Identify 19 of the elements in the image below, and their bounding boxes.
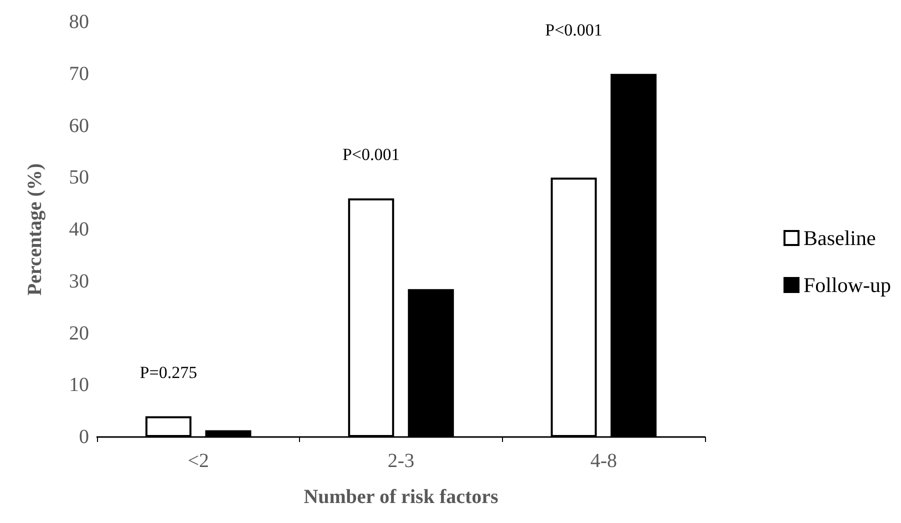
y-axis-title: Percentage (%) — [24, 163, 46, 296]
y-tick-label: 20 — [69, 322, 89, 344]
y-tick-label: 60 — [69, 114, 89, 137]
annotation: P=0.275 — [140, 362, 198, 382]
x-tick-label: 4-8 — [590, 450, 618, 472]
y-tick-label: 50 — [69, 166, 89, 189]
x-tick-label: 2-3 — [388, 450, 414, 472]
y-tick-label: 0 — [79, 426, 89, 448]
y-tick-label: 10 — [69, 374, 89, 396]
y-tick-label: 30 — [69, 270, 89, 292]
y-tick-label: 70 — [69, 62, 89, 85]
legend-label: Baseline — [803, 226, 876, 250]
x-tick-label: <2 — [188, 450, 209, 472]
annotation: P<0.001 — [342, 144, 400, 164]
y-tick-label: 40 — [69, 218, 89, 240]
y-tick-label: 80 — [69, 11, 89, 33]
legend-label: Follow-up — [803, 273, 892, 297]
annotation: P<0.001 — [545, 20, 602, 40]
x-axis-title: Number of risk factors — [304, 486, 499, 508]
